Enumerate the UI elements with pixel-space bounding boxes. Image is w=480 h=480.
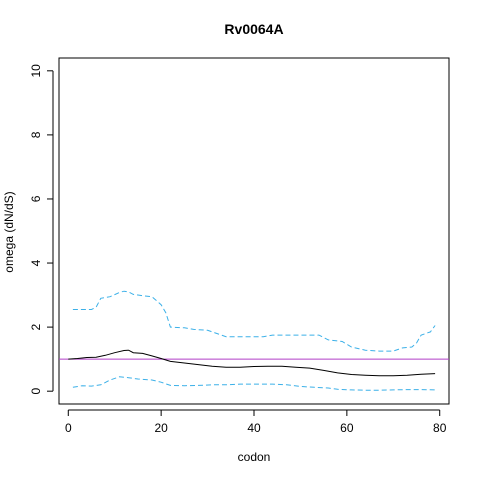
x-tick-label-20: 20 (154, 421, 168, 435)
y-tick-label-0: 0 (29, 388, 43, 395)
y-tick-label-6: 6 (29, 195, 43, 202)
x-tick-label-40: 40 (247, 421, 261, 435)
x-tick-label-80: 80 (433, 421, 447, 435)
chart-title: Rv0064A (224, 21, 283, 37)
y-tick-label-10: 10 (29, 64, 43, 78)
chart-marks: 0 20 40 60 80 0 2 4 6 8 10 (29, 64, 449, 435)
y-tick-label-4: 4 (29, 259, 43, 266)
y-axis-label: omega (dN/dS) (2, 191, 16, 272)
x-tick-label-60: 60 (340, 421, 354, 435)
series-line-upper (72, 290, 436, 352)
series-line-lower (72, 376, 436, 391)
x-axis-label: codon (238, 450, 271, 464)
y-tick-label-2: 2 (29, 323, 43, 330)
plot-frame (58, 57, 450, 405)
y-tick-label-8: 8 (29, 131, 43, 138)
x-tick-label-0: 0 (65, 421, 72, 435)
series-line-omega (68, 349, 436, 377)
